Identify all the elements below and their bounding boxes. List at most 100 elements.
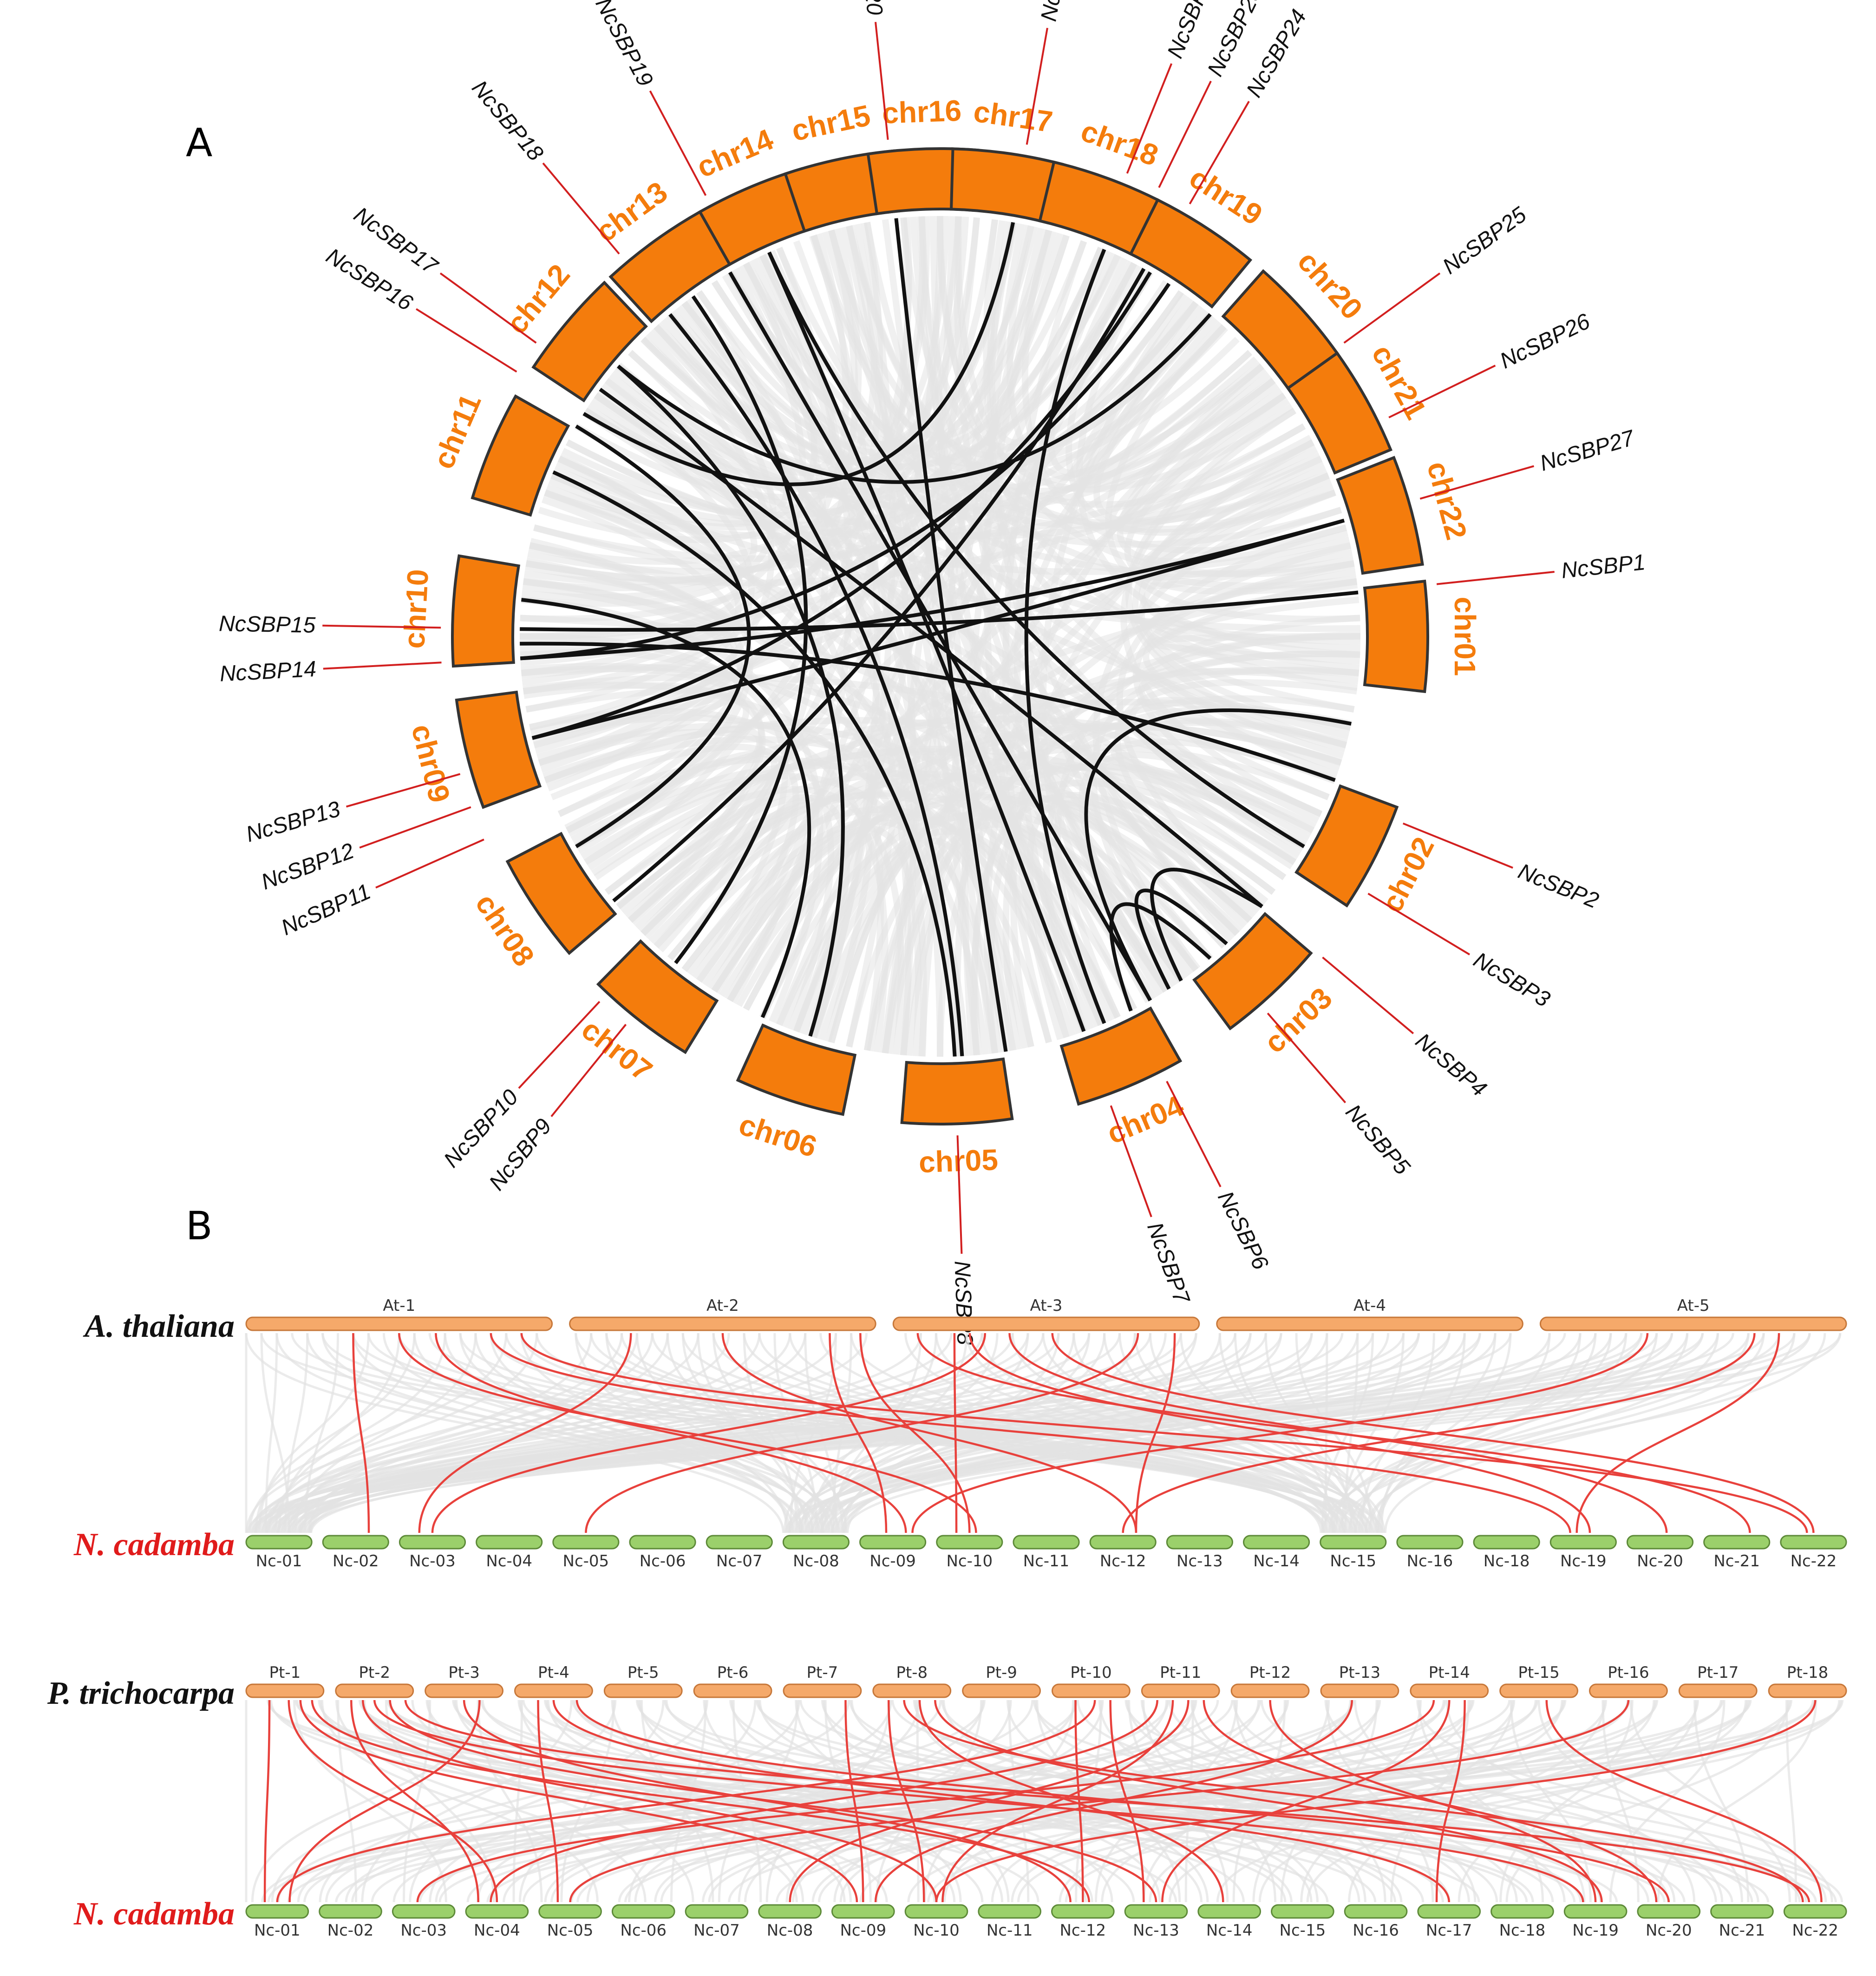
background-link xyxy=(1002,578,1358,1050)
chromosome-chr05 xyxy=(900,1057,1014,1125)
top-chromosome-label: Pt-16 xyxy=(1608,1663,1649,1682)
bottom-chromosome-bar xyxy=(978,1904,1041,1919)
chromosome-ring: chr01chr02chr03chr04chr05chr06chr07chr08… xyxy=(397,94,1482,1179)
background-synteny-link xyxy=(1252,1700,1422,1903)
gene-label: NcSBP11 xyxy=(278,879,374,941)
background-synteny-link xyxy=(409,1700,665,1903)
bottom-chromosome-label: Nc-16 xyxy=(1407,1552,1453,1570)
background-synteny-link xyxy=(1657,1700,1817,1903)
bottom-chromosome-label: Nc-01 xyxy=(254,1921,301,1940)
background-synteny-link xyxy=(817,1700,1629,1903)
bottom-chromosome-label: Nc-20 xyxy=(1637,1552,1683,1570)
gene-leader-line xyxy=(1110,1105,1152,1217)
bottom-chromosome-bar xyxy=(904,1904,968,1919)
background-link xyxy=(641,217,980,465)
background-synteny-link xyxy=(318,1700,1177,1903)
background-link xyxy=(1143,596,1360,753)
gene-leader-line xyxy=(1267,1013,1347,1104)
sbp-synteny-link xyxy=(352,1333,370,1533)
duplication-link xyxy=(520,518,1345,661)
background-synteny-link xyxy=(1510,1700,1592,1903)
sbp-synteny-link xyxy=(1122,1333,1756,1533)
background-link xyxy=(1116,524,1347,909)
bottom-chromosome-bar xyxy=(1637,1904,1701,1919)
chromosome-label: chr01 xyxy=(1448,597,1482,676)
bottom-chromosome-bar xyxy=(1490,1904,1554,1919)
gene-label: NcSBP1 xyxy=(1560,550,1647,583)
chromosome-chr22 xyxy=(1336,456,1424,575)
gene-leader-line xyxy=(359,806,471,849)
background-synteny-link xyxy=(519,1700,804,1903)
background-synteny-link xyxy=(935,1333,1349,1533)
background-synteny-link xyxy=(1354,1333,1597,1533)
background-link xyxy=(544,726,763,895)
top-chromosome-bar xyxy=(603,1683,683,1698)
background-synteny-link xyxy=(660,1700,1445,1903)
background-synteny-link xyxy=(1358,1333,1551,1533)
chromosome-chr19 xyxy=(1129,198,1253,309)
bottom-chromosome-label: Nc-15 xyxy=(1330,1552,1376,1570)
sbp-synteny-link xyxy=(1545,1700,1823,1903)
gene-leader-line xyxy=(1158,80,1212,188)
gene-label: NcSBP15 xyxy=(219,611,316,638)
chromosome-chr03 xyxy=(1192,912,1313,1031)
duplication-link xyxy=(1084,708,1352,1001)
gene-label: NcSBP14 xyxy=(219,657,317,687)
bottom-chromosome-bar xyxy=(1089,1535,1157,1550)
background-synteny-link xyxy=(913,1700,1498,1903)
sbp-synteny-link xyxy=(311,1700,1090,1903)
background-synteny-link xyxy=(1377,1333,1582,1533)
top-chromosome-bar xyxy=(1589,1683,1668,1698)
background-synteny-link xyxy=(1785,1700,1798,1903)
top-chromosome-label: Pt-15 xyxy=(1518,1663,1559,1682)
bottom-chromosome-bar xyxy=(685,1904,749,1919)
bottom-species-label: N. cadamba xyxy=(73,1527,235,1563)
sbp-synteny-link xyxy=(299,1700,858,1903)
sbp-synteny-link xyxy=(490,1700,1158,1903)
background-link xyxy=(987,220,1199,972)
panel-label-b: B xyxy=(186,1203,213,1249)
top-chromosome-bar xyxy=(245,1316,553,1331)
bottom-chromosome-bar xyxy=(1780,1535,1847,1550)
sbp-synteny-link xyxy=(435,1333,907,1533)
sbp-synteny-link xyxy=(1074,1700,1084,1903)
chromosome-label: chr17 xyxy=(972,94,1055,138)
gene-leader-line xyxy=(1166,1080,1222,1187)
chromosome-label: chr16 xyxy=(882,94,962,130)
background-link xyxy=(828,838,1028,1049)
chromosome-chr04 xyxy=(1059,1006,1183,1106)
bottom-chromosome-label: Nc-19 xyxy=(1560,1552,1607,1570)
duplication-link xyxy=(521,598,811,1018)
bottom-chromosome-bar xyxy=(319,1904,382,1919)
background-link xyxy=(520,247,1104,622)
background-synteny-link xyxy=(267,1700,1511,1903)
bottom-chromosome-label: Nc-18 xyxy=(1484,1552,1530,1570)
background-synteny-link xyxy=(1416,1700,1833,1903)
top-chromosome-bar xyxy=(1539,1316,1847,1331)
gene-leader-line xyxy=(1189,101,1250,205)
gene-label: NcSBP13 xyxy=(243,797,343,847)
bottom-chromosome-label: Nc-03 xyxy=(409,1552,456,1570)
background-link xyxy=(547,229,858,792)
background-synteny-link xyxy=(637,1700,1293,1903)
chromosome-label: chr02 xyxy=(1375,832,1441,918)
background-synteny-link xyxy=(277,1700,850,1903)
background-synteny-link xyxy=(351,1700,1234,1903)
bottom-chromosome-label: Nc-14 xyxy=(1253,1552,1300,1570)
bottom-chromosome-bar xyxy=(392,1904,456,1919)
segmental-duplication-links xyxy=(520,218,1359,1057)
background-link xyxy=(1010,440,1315,1048)
top-chromosome-label: Pt-13 xyxy=(1339,1663,1380,1682)
background-link xyxy=(525,435,1312,587)
background-synteny-link xyxy=(310,1333,1796,1533)
background-synteny-link xyxy=(1280,1700,1378,1903)
gene-leader-line xyxy=(542,162,620,255)
duplication-link xyxy=(520,641,1336,782)
bottom-chromosome-label: Nc-02 xyxy=(327,1921,374,1940)
background-synteny-link xyxy=(248,1333,508,1533)
bottom-chromosome-label: Nc-22 xyxy=(1792,1921,1838,1940)
sbp-synteny-link xyxy=(569,1700,1630,1903)
synteny-plots: At-1 At-2 At-3 At-4 At-5 Nc-01 Nc-02 Nc-03 Nc-04… xyxy=(47,1296,1847,1940)
background-synteny-link xyxy=(268,1333,538,1533)
background-synteny-link xyxy=(755,1700,1843,1903)
